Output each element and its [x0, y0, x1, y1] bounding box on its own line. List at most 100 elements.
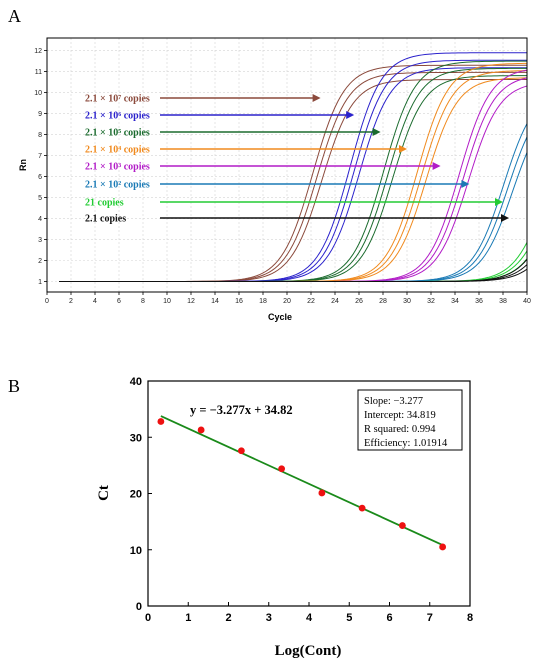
- x-tick-label-3: 6: [117, 298, 121, 305]
- x-tick-label-14: 28: [379, 298, 387, 305]
- y-tick-label-10: 11: [35, 69, 42, 76]
- series-arrow-head-2-1-10-copies: [399, 145, 407, 153]
- y-tick-label-3: 4: [38, 216, 42, 223]
- y-tick-label-2: 20: [130, 489, 142, 501]
- series-arrow-head-2-1-10-copies: [432, 162, 441, 170]
- y-tick-label-1: 2: [38, 258, 42, 265]
- amplification-series-labels: 2.1 × 10⁷ copies 2.1 × 10⁶ copies 2.1 × 10…: [85, 94, 509, 225]
- x-tick-label-6: 12: [187, 298, 195, 305]
- y-tick-label-1: 10: [130, 545, 142, 557]
- y-tick-label-0: 0: [136, 601, 142, 613]
- panel-label-a: A: [8, 6, 21, 26]
- series-label-2-1-10-copies: 2.1 × 10² copies: [85, 180, 150, 191]
- amplification-x-ticks: 0 2 4 6 8 10 12 14 16 18 20 22 24 26 28 30 32 34 36 38 40: [45, 292, 531, 305]
- series-label-2-1-10-copies: 2.1 × 10⁷ copies: [85, 94, 150, 105]
- x-tick-label-2: 2: [225, 612, 231, 624]
- series-arrow-head-2-1-10-copies: [346, 111, 355, 119]
- x-tick-label-8: 16: [235, 298, 243, 305]
- y-tick-label-7: 8: [38, 132, 42, 139]
- y-tick-label-0: 1: [38, 279, 42, 286]
- x-tick-label-9: 18: [259, 298, 267, 305]
- x-tick-label-0: 0: [145, 612, 151, 624]
- x-tick-label-20: 40: [523, 298, 531, 305]
- stats-box-frame: [357, 389, 463, 451]
- y-tick-label-4: 40: [130, 376, 142, 388]
- y-tick-label-5: 6: [38, 174, 42, 181]
- x-tick-label-4: 4: [306, 612, 313, 624]
- amplification-grid: [47, 38, 527, 292]
- series-label-2-1-10-copies: 2.1 × 10³ copies: [85, 162, 150, 173]
- x-tick-label-16: 32: [427, 298, 435, 305]
- x-tick-label-15: 30: [403, 298, 411, 305]
- x-tick-label-7: 7: [427, 612, 433, 624]
- x-tick-label-5: 10: [163, 298, 171, 305]
- panel-label-b: B: [8, 376, 20, 396]
- standard-curve-y-axis-title: Ct: [96, 485, 112, 501]
- ct-data-point-7: [398, 522, 406, 529]
- x-tick-label-5: 5: [346, 612, 352, 624]
- x-tick-label-3: 3: [266, 612, 272, 624]
- x-tick-label-12: 24: [331, 298, 339, 305]
- y-tick-label-11: 12: [34, 48, 42, 55]
- series-label-21-copies: 21 copies: [85, 198, 124, 209]
- amplification-curve-2-1-copies-3: [59, 268, 528, 282]
- ct-data-point-8: [439, 543, 447, 551]
- amplification-curve-2-1-10-copies-2: [59, 136, 528, 282]
- x-tick-label-11: 22: [307, 298, 315, 305]
- amplification-x-axis-title: Cycle: [268, 312, 292, 322]
- amplification-curves: [59, 52, 528, 282]
- x-tick-label-19: 38: [499, 298, 507, 305]
- x-tick-label-0: 0: [45, 298, 49, 305]
- x-tick-label-4: 8: [141, 298, 145, 305]
- y-tick-label-6: 7: [38, 153, 42, 160]
- standard-curve-fit: [160, 415, 444, 546]
- y-tick-label-8: 9: [38, 111, 42, 118]
- ct-data-point-6: [358, 504, 366, 512]
- amplification-chart: 0 2 4 6 8 10 12 14 16 18 20 22 24 26 28 30 32 34 36 38 40 12…: [18, 37, 531, 322]
- stats-slope: Slope: −3.277: [364, 396, 423, 407]
- x-tick-label-1: 1: [185, 612, 191, 624]
- ct-data-point-3: [237, 447, 245, 455]
- standard-curve-y-ticks: 0 10 20 30 40: [130, 376, 152, 613]
- standard-curve-x-ticks: 0 1 2 3 4 5 6 7 8: [145, 602, 473, 624]
- series-label-2-1-10-copies: 2.1 × 10⁶ copies: [85, 111, 150, 122]
- stats-r-squared: R squared: 0.994: [364, 424, 436, 435]
- x-tick-label-8: 8: [467, 612, 473, 624]
- x-tick-label-7: 14: [211, 298, 219, 305]
- series-label-2-1-10-copies: 2.1 × 10⁴ copies: [85, 145, 150, 156]
- x-tick-label-10: 20: [283, 298, 291, 305]
- amplification-y-axis-title: Rn: [18, 159, 28, 171]
- standard-curve-x-axis-title: Log(Cont): [275, 643, 342, 659]
- y-tick-label-4: 5: [38, 195, 42, 202]
- x-tick-label-13: 26: [355, 298, 363, 305]
- regression-line: [160, 415, 444, 546]
- series-arrow-head-2-1-10-copies: [312, 94, 321, 102]
- amplification-curve-2-1-copies-2: [59, 264, 528, 282]
- x-tick-label-2: 4: [93, 298, 97, 305]
- series-label-2-1-10-copies: 2.1 × 10⁵ copies: [85, 128, 150, 139]
- regression-stats-box: Slope: −3.277 Intercept: 34.819 R square…: [357, 389, 463, 451]
- y-tick-label-2: 3: [38, 237, 42, 244]
- x-tick-label-6: 6: [386, 612, 392, 624]
- series-arrow-head-2-1-10-copies: [461, 180, 470, 188]
- curve-group-2-1-copies: [59, 258, 528, 282]
- ct-data-point-4: [278, 465, 286, 473]
- stats-efficiency: Efficiency: 1.01914: [364, 438, 448, 449]
- series-arrow-head-2-1-10-copies: [372, 128, 381, 136]
- stats-intercept: Intercept: 34.819: [364, 410, 436, 421]
- x-tick-label-1: 2: [69, 298, 73, 305]
- series-arrow-head-2-1-copies: [501, 214, 509, 222]
- standard-curve-points: [157, 418, 447, 551]
- regression-equation: y = −3.277x + 34.82: [190, 403, 293, 417]
- x-tick-label-17: 34: [451, 298, 459, 305]
- y-tick-label-9: 10: [34, 90, 42, 97]
- x-tick-label-18: 36: [475, 298, 483, 305]
- series-label-2-1-copies: 2.1 copies: [85, 214, 126, 225]
- series-arrow-head-21-copies: [495, 198, 503, 206]
- ct-data-point-5: [318, 489, 326, 497]
- ct-data-point-1: [157, 418, 165, 425]
- y-tick-label-3: 30: [130, 432, 142, 444]
